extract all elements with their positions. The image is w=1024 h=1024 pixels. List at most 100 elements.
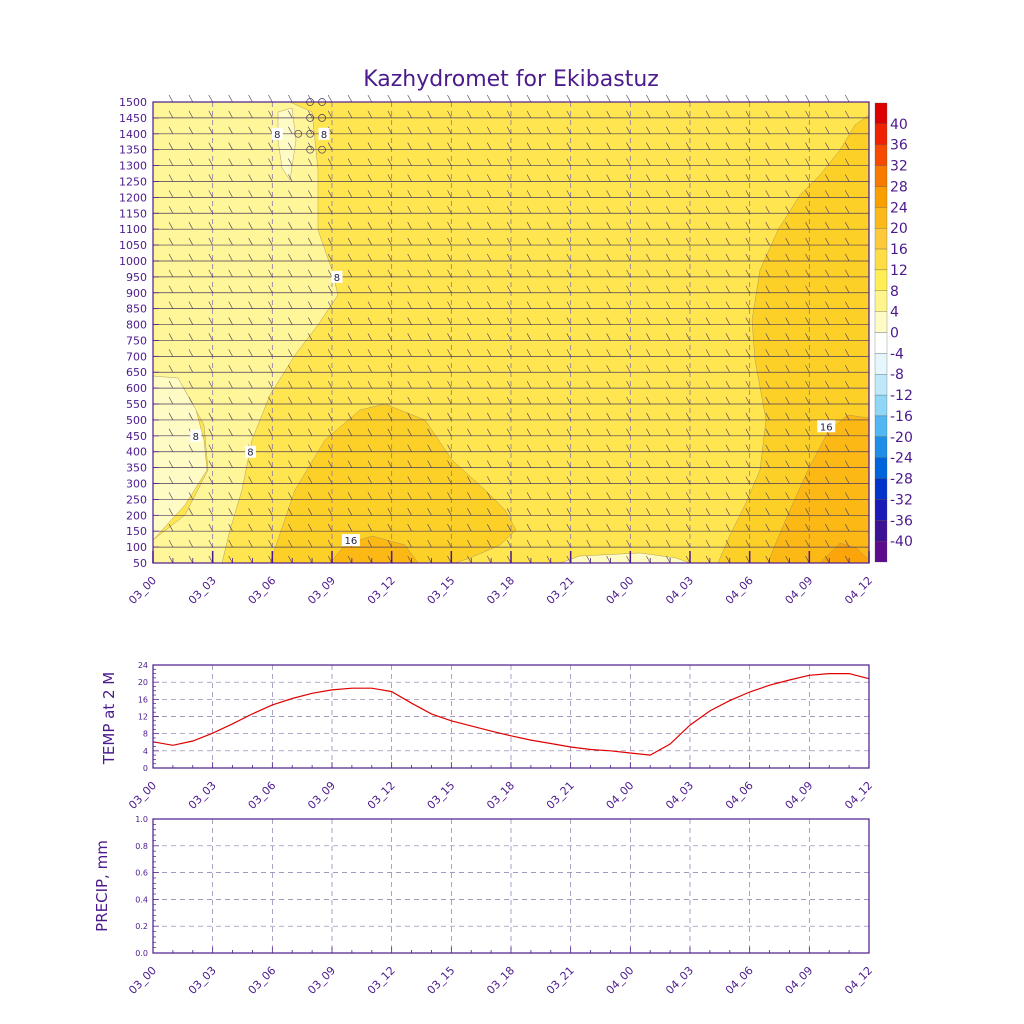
wind-barb — [387, 539, 392, 548]
colorbar-label: 36 — [890, 138, 908, 154]
wind-barb — [606, 269, 611, 278]
wind-barb — [705, 142, 711, 150]
wind-barb — [725, 237, 731, 246]
wind-barb — [626, 237, 631, 246]
wind-barb — [805, 492, 810, 500]
wind-barb — [268, 206, 273, 214]
precip-frame — [152, 818, 870, 954]
wind-barb — [447, 444, 452, 452]
wind-barb — [307, 349, 313, 357]
wind-barb — [844, 253, 850, 262]
wind-barb — [467, 206, 472, 214]
precip-y-tick-label: 0.8 — [135, 842, 148, 851]
height-tick-label: 600 — [126, 382, 147, 395]
wind-barb — [765, 174, 770, 182]
wind-barb — [844, 428, 850, 436]
wind-barb — [626, 539, 631, 548]
wind-barb — [347, 380, 353, 389]
wind-barb — [626, 285, 631, 293]
wind-barb — [188, 206, 194, 214]
wind-barb — [208, 508, 213, 516]
wind-barb — [805, 349, 810, 357]
wind-barb — [327, 524, 333, 532]
wind-barb — [168, 555, 174, 564]
wind-barb — [566, 444, 571, 452]
wind-barb — [447, 349, 452, 357]
wind-barb — [606, 428, 611, 436]
wind-barb — [546, 317, 552, 325]
wind-barb — [268, 460, 273, 468]
wind-barb — [188, 492, 194, 500]
wind-barb — [268, 269, 273, 278]
wind-barb — [208, 539, 213, 548]
wind-barb — [347, 126, 353, 134]
height-tick-label: 150 — [126, 525, 147, 538]
wind-barb — [745, 508, 750, 516]
wind-barb — [665, 94, 671, 103]
wind-barb — [725, 476, 731, 484]
wind-barb — [646, 285, 651, 293]
wind-barb — [725, 206, 731, 214]
wind-barb — [427, 222, 432, 230]
wind-barb — [526, 301, 532, 309]
wind-barb — [606, 142, 611, 150]
wind-barb — [785, 476, 790, 484]
wind-barb — [506, 380, 512, 389]
wind-barb — [705, 476, 711, 484]
wind-barb — [685, 158, 691, 166]
wind-barb — [606, 396, 611, 405]
wind-barb — [765, 444, 770, 452]
wind-barb — [208, 380, 213, 389]
wind-barb — [626, 524, 631, 532]
wind-barb — [467, 333, 472, 341]
wind-barb — [228, 349, 233, 357]
wind-barb — [367, 158, 373, 166]
wind-barb — [566, 142, 571, 150]
wind-barb — [407, 94, 412, 103]
wind-barb — [586, 174, 591, 182]
wind-barb — [665, 524, 671, 532]
wind-barb — [367, 412, 373, 421]
wind-barb — [665, 396, 671, 405]
colorbar-label: 0 — [890, 326, 899, 342]
wind-barb — [506, 94, 512, 103]
height-tick-label: 200 — [126, 509, 147, 522]
wind-barb — [188, 237, 194, 246]
wind-barb — [685, 492, 691, 500]
wind-barb — [427, 396, 432, 405]
wind-barb — [248, 508, 253, 516]
wind-barb — [785, 237, 790, 246]
wind-barb — [387, 269, 392, 278]
wind-barb — [725, 174, 731, 182]
temp-y-tick-label: 12 — [138, 713, 148, 722]
wind-barb — [288, 126, 293, 134]
wind-barb — [407, 380, 412, 389]
wind-barb — [288, 333, 293, 341]
wind-barb — [825, 380, 830, 389]
wind-barb — [228, 126, 233, 134]
wind-barb — [825, 555, 830, 564]
wind-barb — [725, 222, 731, 230]
temp-x-tick-label: 04_09 — [783, 779, 816, 812]
wind-barb — [288, 253, 293, 262]
wind-barb — [785, 317, 790, 325]
wind-barb — [844, 206, 850, 214]
cloud-symbol — [306, 114, 314, 122]
wind-barb — [486, 190, 492, 198]
wind-barb — [705, 317, 711, 325]
wind-barb — [566, 206, 571, 214]
wind-barb — [546, 476, 552, 484]
wind-barb — [626, 126, 631, 134]
wind-barb — [566, 301, 571, 309]
wind-barb — [208, 301, 213, 309]
height-tick-label: 500 — [126, 414, 147, 427]
wind-barb — [785, 206, 790, 214]
wind-barb — [367, 555, 373, 564]
wind-barb — [347, 237, 353, 246]
wind-barb — [745, 365, 750, 373]
wind-barb — [407, 158, 412, 166]
height-tick-label: 1200 — [119, 191, 147, 204]
wind-barb — [486, 365, 492, 373]
wind-barb — [188, 110, 194, 119]
wind-barb — [347, 222, 353, 230]
